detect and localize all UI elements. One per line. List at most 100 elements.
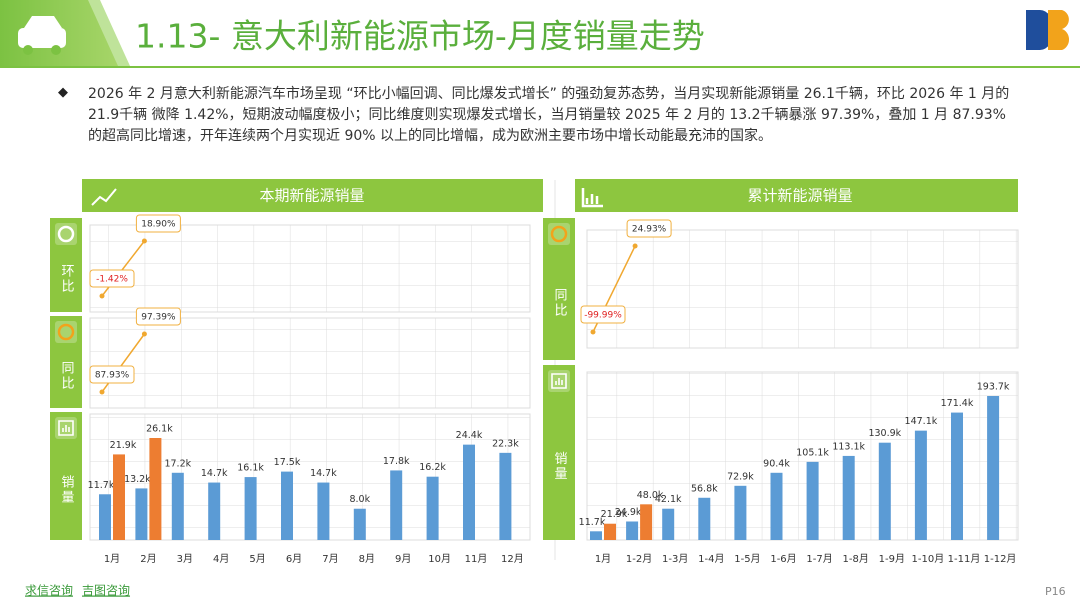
side-icon: [57, 225, 75, 243]
label-box: [135, 307, 181, 326]
intro-text: 2026 年 2 月意大利新能源汽车市场呈现 “环比小幅回调、同比爆发式增长” …: [88, 86, 1010, 144]
value-label: 193.7k: [977, 382, 1010, 393]
label-box: [626, 219, 672, 238]
value-label: 72.9k: [727, 471, 754, 482]
side-icon: [57, 323, 75, 341]
x-tick-label: 5月: [249, 553, 265, 565]
side-icon: [58, 420, 74, 436]
bar: [806, 461, 819, 540]
point: [141, 331, 147, 337]
bar: [914, 430, 927, 540]
footer-link[interactable]: 求信咨询: [25, 583, 73, 598]
value-label: 171.4k: [941, 398, 974, 409]
value-label: 87.93%: [95, 371, 130, 381]
value-label: 17.8k: [383, 456, 410, 467]
label-box: [580, 305, 626, 324]
side-label-box: [50, 412, 82, 540]
value-label: 24.4k: [456, 430, 483, 441]
side-label: 同比: [59, 361, 74, 391]
value-label: 97.39%: [141, 313, 176, 323]
x-tick-label: 1-7月: [806, 553, 832, 565]
x-tick-label: 1-8月: [843, 553, 869, 565]
bar: [353, 508, 366, 540]
value-label: 16.2k: [419, 462, 446, 473]
x-tick-label: 1-11月: [948, 553, 981, 565]
value-label: 8.0k: [349, 494, 370, 505]
value-label: 14.7k: [201, 468, 228, 479]
page-number: P16: [1045, 585, 1066, 598]
x-tick-label: 7月: [322, 553, 338, 565]
bar: [878, 442, 891, 540]
value-label: 42.1k: [655, 494, 682, 505]
car-icon: [18, 16, 66, 55]
x-tick-label: 8月: [359, 553, 375, 565]
bar: [987, 396, 1000, 540]
x-tick-label: 11月: [465, 553, 488, 565]
side-label: 销量: [552, 452, 568, 482]
value-label: 22.3k: [492, 438, 519, 449]
bar: [951, 412, 963, 540]
side-icon: [550, 225, 568, 243]
x-tick-label: 1-10月: [912, 553, 945, 565]
panel-title: 本期新能源销量: [259, 187, 364, 205]
side-label: 销量: [59, 475, 75, 505]
panel-header: [82, 179, 543, 212]
x-tick-label: 1-3月: [662, 553, 688, 565]
bar: [426, 476, 439, 540]
label-box: [89, 365, 135, 384]
bar: [281, 471, 293, 540]
panel-header: [575, 179, 1018, 212]
bar-icon: [581, 188, 603, 208]
bar: [842, 455, 855, 540]
x-tick-label: 12月: [501, 553, 524, 565]
x-tick-label: 9月: [395, 553, 411, 565]
bar: [734, 485, 747, 540]
bar: [149, 438, 162, 540]
plot-grid: [89, 317, 531, 409]
bar: [135, 488, 148, 540]
value-label: 16.1k: [237, 463, 264, 474]
side-label-box: [50, 316, 82, 408]
value-label: 48.0k: [637, 490, 664, 501]
side-label-box: [50, 218, 82, 312]
value-label: 24.9k: [615, 507, 642, 518]
bar: [208, 482, 221, 540]
value-label: 147.1k: [905, 416, 938, 427]
footer-link[interactable]: 吉图咨询: [82, 583, 130, 598]
value-label: 14.7k: [310, 468, 337, 479]
x-tick-label: 10月: [428, 553, 451, 565]
x-tick-label: 1-12月: [984, 553, 1017, 565]
value-label: 17.5k: [274, 457, 301, 468]
x-tick-label: 1月: [595, 553, 611, 565]
plot-grid: [89, 413, 531, 541]
value-label: 11.7k: [88, 480, 115, 491]
bar: [171, 472, 184, 540]
bar: [113, 454, 125, 540]
side-icon: [551, 373, 567, 389]
logo: [1026, 10, 1070, 50]
value-label: 17.2k: [164, 458, 191, 469]
value-label: 26.1k: [146, 424, 173, 435]
trend-icon: [91, 188, 117, 206]
side-label: 环比: [59, 264, 75, 294]
value-label: 13.2k: [124, 474, 151, 485]
value-label: 21.9k: [110, 440, 137, 451]
point: [99, 293, 105, 299]
bar: [626, 521, 639, 540]
x-tick-label: 6月: [286, 553, 302, 565]
plot-grid: [586, 371, 1019, 541]
bar: [662, 508, 675, 540]
point: [590, 329, 596, 335]
point: [632, 243, 638, 249]
bar: [499, 452, 512, 540]
x-tick-label: 1-5月: [734, 553, 760, 565]
bar: [770, 472, 783, 540]
value-label: 11.7k: [579, 517, 606, 528]
header-stripe: [88, 0, 130, 66]
bar: [698, 497, 711, 540]
bar: [463, 444, 475, 540]
value-label: 21.9k: [601, 509, 628, 520]
bar: [590, 531, 602, 540]
